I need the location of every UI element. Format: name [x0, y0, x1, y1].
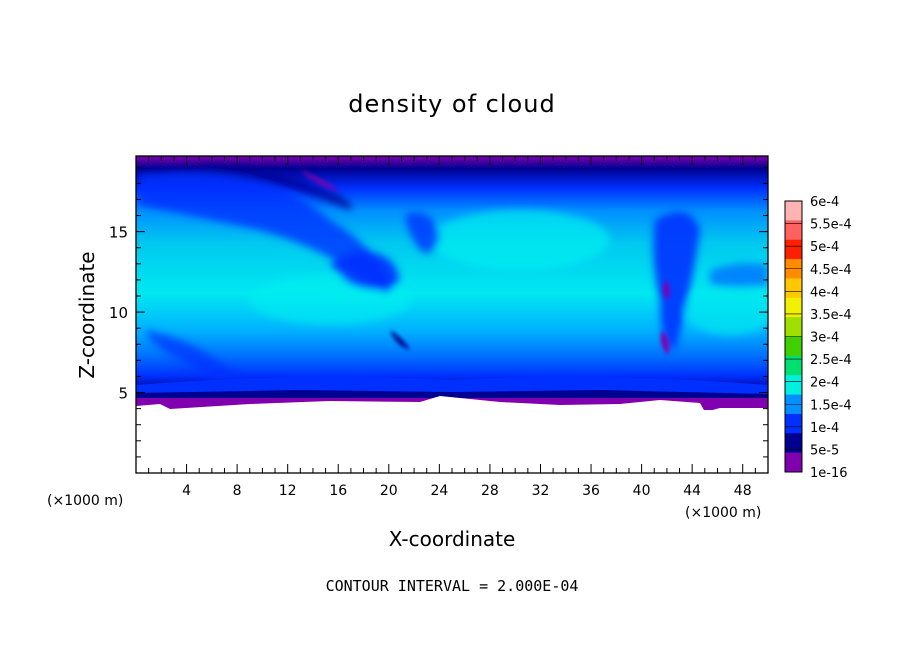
x-tick-label: 4: [182, 483, 191, 499]
x-tick-label: 32: [532, 483, 550, 499]
colorbar-label: 2.5e-4: [810, 353, 852, 368]
x-tick-label: 8: [233, 483, 242, 499]
colorbar-swatch: [785, 433, 802, 453]
colorbar-label: 1.5e-4: [810, 398, 852, 413]
contour-interval-note: CONTOUR INTERVAL = 2.000E-04: [326, 577, 579, 595]
x-tick-label: 28: [481, 483, 499, 499]
colorbar-label: 4.5e-4: [810, 263, 852, 278]
x-tick-label: 12: [279, 483, 297, 499]
colorbar-swatch: [785, 375, 802, 395]
x-tick-label: 20: [380, 483, 398, 499]
colorbar-label: 5e-4: [810, 240, 839, 255]
colorbar-swatch: [785, 452, 802, 473]
y-tick-label: 10: [109, 304, 128, 322]
colorbar-swatch: [785, 220, 802, 241]
colorbar-label: 5e-5: [810, 443, 839, 458]
colorbar-label: 5.5e-4: [810, 218, 852, 233]
x-axis-ticks: 4 8 12 16 20 24 28 32 36 40 44 48: [148, 156, 756, 499]
colorbar-label: 3.5e-4: [810, 308, 852, 323]
colorbar-swatch: [785, 201, 802, 221]
chart-title: density of cloud: [348, 90, 555, 118]
y-axis-ticks: 5 10 15: [109, 166, 768, 458]
colorbar-swatch: [785, 239, 802, 260]
colorbar-label: 4e-4: [810, 285, 839, 300]
colorbar: 6e-4 5.5e-4 5e-4 4.5e-4 4e-4 3.5e-4 3e-4 2.5e-4…: [784, 195, 852, 481]
x-unit-left: (×1000 m): [47, 493, 123, 509]
colorbar-label: 2e-4: [810, 376, 839, 391]
y-axis-label: Z-coordinate: [75, 251, 99, 378]
colorbar-label: 3e-4: [810, 331, 839, 346]
x-unit-right: (×1000 m): [685, 505, 761, 521]
colorbar-label: 1e-16: [810, 466, 848, 481]
colorbar-swatch: [785, 413, 802, 434]
x-tick-label: 44: [683, 483, 701, 499]
colorbar-swatch: [785, 317, 802, 337]
x-axis-label: X-coordinate: [389, 527, 516, 551]
colorbar-swatch: [785, 278, 802, 299]
y-tick-label: 5: [118, 385, 128, 403]
x-tick-label: 24: [430, 483, 448, 499]
x-tick-label: 16: [329, 483, 347, 499]
colorbar-label: 6e-4: [810, 195, 839, 210]
x-tick-label: 36: [582, 483, 600, 499]
y-tick-label: 15: [109, 224, 128, 242]
colorbar-label: 1e-4: [810, 421, 839, 436]
x-tick-label: 40: [633, 483, 651, 499]
colorbar-swatch: [785, 355, 802, 376]
cloud-density-field: [136, 156, 768, 473]
colorbar-swatch: [785, 336, 802, 357]
colorbar-swatch: [785, 297, 802, 318]
x-tick-label: 48: [734, 483, 752, 499]
